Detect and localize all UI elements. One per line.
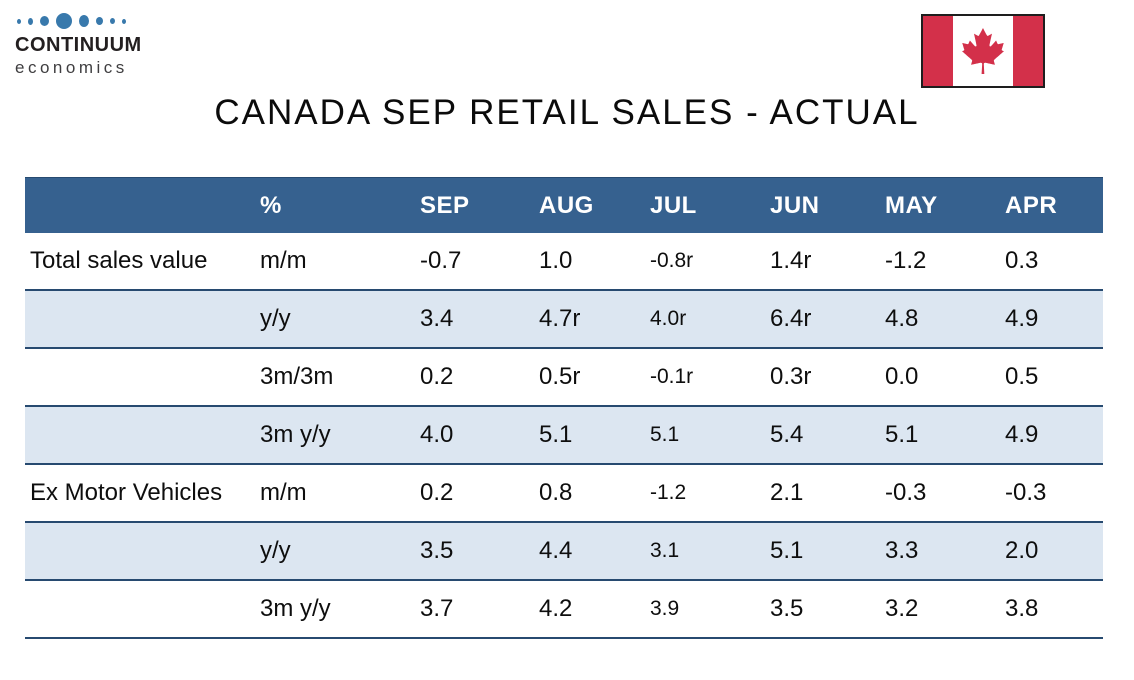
value-cell: -0.7	[420, 247, 462, 274]
value-cell: 1.4r	[770, 247, 812, 274]
metric-cell: 3m y/y	[260, 595, 331, 622]
table-row: 3m y/y 4.0 5.1 5.1 5.4 5.1 4.9	[25, 406, 1103, 464]
value-cell: 6.4r	[770, 305, 812, 332]
value-cell: 2.0	[1005, 537, 1039, 564]
value-cell: 4.9	[1005, 305, 1039, 332]
row-label-cell	[25, 406, 255, 464]
row-label-cell: Ex Motor Vehicles	[30, 479, 223, 506]
value-cell: 0.5r	[539, 363, 581, 390]
value-cell: 5.1	[885, 421, 919, 448]
flag-right-band	[1013, 16, 1043, 86]
table-row: Ex Motor Vehicles m/m 0.2 0.8 -1.2 2.1 -0.3 -0.…	[25, 464, 1103, 522]
value-cell: 4.0r	[650, 307, 687, 330]
value-cell: -0.1r	[650, 365, 694, 388]
retail-sales-table: % SEP AUG JUL JUN MAY APR Total sales value m/m…	[25, 177, 1103, 639]
metric-cell: y/y	[260, 537, 291, 564]
row-label-cell	[25, 580, 255, 638]
table-header-row: % SEP AUG JUL JUN MAY APR	[25, 177, 1103, 233]
row-label-cell	[25, 290, 255, 348]
flag-left-band	[923, 16, 953, 86]
value-cell: 3.5	[420, 537, 454, 564]
table-row: y/y 3.5 4.4 3.1 5.1 3.3 2.0	[25, 522, 1103, 580]
value-cell: 1.0	[539, 247, 573, 274]
value-cell: 4.0	[420, 421, 454, 448]
value-cell: 4.8	[885, 305, 919, 332]
value-cell: 2.1	[770, 479, 804, 506]
value-cell: 5.1	[650, 423, 680, 446]
value-cell: 0.8	[539, 479, 573, 506]
logo-dots-icon	[17, 12, 142, 30]
maple-leaf-icon	[962, 28, 1004, 74]
value-cell: 0.3r	[770, 363, 812, 390]
value-cell: 0.2	[420, 363, 454, 390]
logo-company-name: CONTINUUM	[15, 34, 142, 56]
canada-flag-icon	[921, 14, 1045, 88]
value-cell: 3.7	[420, 595, 454, 622]
value-cell: 0.0	[885, 363, 919, 390]
metric-cell: m/m	[260, 479, 307, 506]
month-header-cell: APR	[1000, 177, 1103, 233]
row-label-cell	[25, 522, 255, 580]
value-cell: 5.4	[770, 421, 804, 448]
month-header-cell: AUG	[534, 177, 645, 233]
metric-cell: m/m	[260, 247, 307, 274]
table-row: 3m y/y 3.7 4.2 3.9 3.5 3.2 3.8	[25, 580, 1103, 638]
month-header-cell: JUL	[645, 177, 765, 233]
metric-cell: 3m y/y	[260, 421, 331, 448]
value-cell: 3.8	[1005, 595, 1039, 622]
value-cell: 3.9	[650, 597, 680, 620]
corner-header-cell	[25, 177, 255, 233]
continuum-economics-logo: CONTINUUM economics	[15, 12, 142, 78]
row-label-cell: Total sales value	[30, 247, 208, 274]
value-cell: 0.3	[1005, 247, 1039, 274]
row-label-cell	[25, 348, 255, 406]
value-cell: 4.4	[539, 537, 573, 564]
value-cell: 4.9	[1005, 421, 1039, 448]
month-header-cell: MAY	[880, 177, 1000, 233]
month-header-cell: SEP	[415, 177, 534, 233]
value-cell: -0.3	[1005, 479, 1047, 506]
logo-tagline: economics	[15, 58, 128, 77]
metric-cell: 3m/3m	[260, 363, 334, 390]
value-cell: 3.2	[885, 595, 919, 622]
metric-cell: y/y	[260, 305, 291, 332]
value-cell: -0.3	[885, 479, 927, 506]
table-body: Total sales value m/m -0.7 1.0 -0.8r 1.4r -1.2…	[25, 233, 1103, 638]
flag-white-field	[953, 16, 1013, 86]
value-cell: -0.8r	[650, 249, 694, 272]
value-cell: 5.1	[770, 537, 804, 564]
table-row: y/y 3.4 4.7r 4.0r 6.4r 4.8 4.9	[25, 290, 1103, 348]
value-cell: 3.5	[770, 595, 804, 622]
table-row: 3m/3m 0.2 0.5r -0.1r 0.3r 0.0 0.5	[25, 348, 1103, 406]
value-cell: -1.2	[650, 481, 687, 504]
value-cell: 0.5	[1005, 363, 1039, 390]
value-cell: 0.2	[420, 479, 454, 506]
value-cell: 5.1	[539, 421, 573, 448]
value-cell: 4.2	[539, 595, 573, 622]
table-row: Total sales value m/m -0.7 1.0 -0.8r 1.4r -1.2…	[25, 233, 1103, 290]
value-cell: 3.4	[420, 305, 454, 332]
value-cell: 4.7r	[539, 305, 581, 332]
month-header-cell: JUN	[765, 177, 880, 233]
page-title: CANADA SEP RETAIL SALES - ACTUAL	[214, 93, 920, 132]
value-cell: 3.1	[650, 539, 680, 562]
value-cell: 3.3	[885, 537, 919, 564]
unit-header-cell: %	[255, 177, 415, 233]
value-cell: -1.2	[885, 247, 927, 274]
